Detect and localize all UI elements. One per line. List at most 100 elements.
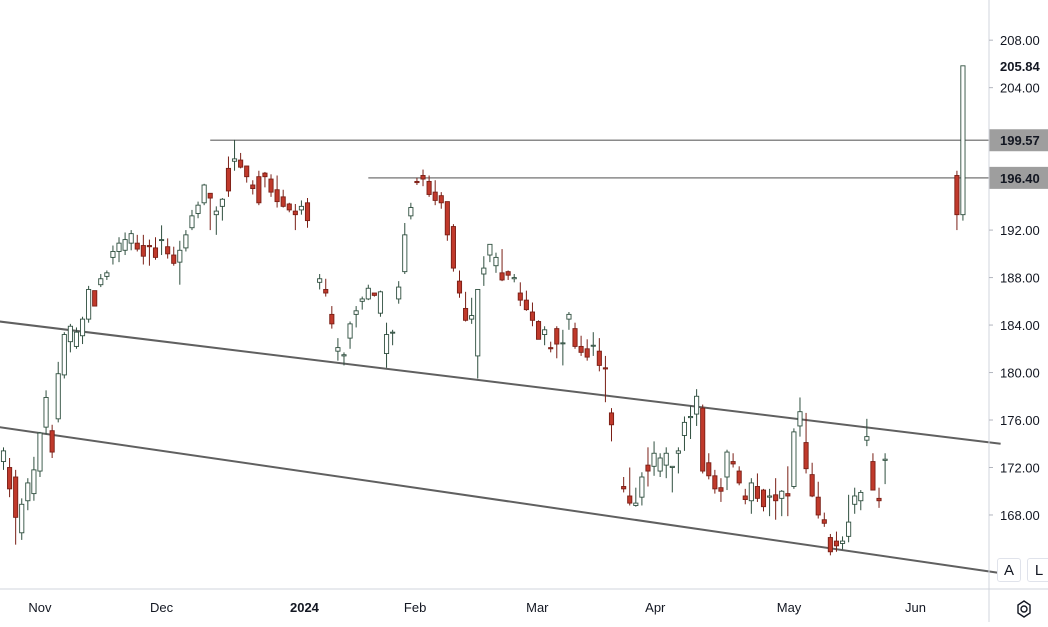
candle: [298, 200, 304, 215]
settings-button[interactable]: [1012, 597, 1036, 621]
candle: [785, 466, 791, 517]
level-price-label: 199.57: [1000, 133, 1040, 148]
candle: [809, 462, 815, 498]
candle: [165, 238, 171, 259]
candle: [262, 171, 268, 188]
candle: [718, 478, 724, 502]
y-tick-label: 168.00: [1000, 508, 1040, 523]
log-scale-button[interactable]: L: [1027, 558, 1048, 582]
gear-icon: [1017, 600, 1031, 618]
auto-scale-button[interactable]: A: [997, 558, 1021, 582]
channel-line: [0, 320, 1001, 445]
candle-body: [152, 247, 159, 258]
candle-body: [317, 278, 323, 283]
candle: [960, 65, 966, 221]
candle-body: [134, 242, 140, 250]
candle-body: [767, 495, 773, 498]
candle: [408, 202, 414, 220]
candle: [523, 290, 529, 311]
candle-body: [341, 354, 347, 357]
candle: [870, 453, 876, 491]
candle: [839, 536, 846, 550]
candle: [183, 230, 189, 252]
candle: [371, 292, 377, 297]
candle: [548, 341, 554, 353]
candle-body: [517, 292, 523, 301]
candle-body: [353, 310, 359, 315]
candle-body: [456, 280, 463, 294]
candle: [487, 243, 493, 263]
candle: [463, 291, 469, 322]
candle-body: [238, 159, 244, 168]
candle: [572, 322, 578, 349]
candle: [730, 453, 736, 468]
candle-body: [414, 180, 420, 184]
candle: [19, 498, 25, 540]
candle: [0, 447, 7, 470]
candle-body: [159, 239, 165, 242]
candle: [414, 177, 420, 185]
candle: [554, 326, 560, 359]
candle: [529, 302, 536, 327]
candle-body: [268, 178, 274, 193]
candle-body: [687, 416, 694, 419]
candle: [760, 488, 767, 512]
candle-body: [779, 490, 785, 499]
candle-body: [590, 344, 596, 347]
candle: [864, 418, 870, 447]
candle-body: [116, 242, 122, 252]
candle: [651, 441, 657, 476]
candle: [748, 478, 754, 514]
candle-body: [195, 204, 201, 214]
candle: [535, 320, 542, 340]
candle: [517, 282, 523, 307]
candle-body: [171, 254, 177, 264]
candle: [821, 512, 827, 527]
candle: [852, 487, 858, 514]
candle-body: [815, 496, 821, 516]
candle: [627, 467, 633, 506]
candle: [140, 234, 146, 265]
candle: [268, 174, 274, 197]
candle-body: [639, 476, 645, 498]
candle: [25, 478, 31, 511]
candle-body: [61, 334, 67, 376]
candle-body: [596, 350, 602, 366]
candle: [292, 203, 298, 231]
candle-body: [146, 245, 152, 248]
candle: [827, 533, 833, 556]
candle-body: [323, 288, 329, 294]
candle: [98, 274, 104, 288]
candle: [542, 326, 548, 346]
candle: [43, 390, 49, 435]
candle-body: [797, 411, 803, 427]
candle: [706, 453, 712, 480]
candle-body: [383, 334, 390, 354]
candle-body: [523, 299, 529, 311]
candle-body: [177, 249, 183, 263]
candle-body: [304, 202, 311, 222]
candle-body: [499, 272, 505, 281]
x-tick-label: Mar: [526, 600, 549, 615]
candle-body: [67, 325, 73, 343]
candle-body: [724, 451, 730, 478]
y-tick-label: 204.00: [1000, 81, 1040, 96]
candle-body: [760, 489, 767, 508]
x-tick-label: May: [777, 600, 802, 615]
candle: [317, 274, 323, 290]
candle-body: [542, 329, 548, 336]
candle-body: [365, 287, 371, 300]
candle: [687, 405, 694, 440]
candle-body: [286, 203, 292, 211]
candle: [815, 481, 821, 519]
candle-body: [43, 397, 49, 428]
candle-body: [773, 494, 779, 502]
candle: [347, 321, 353, 349]
candle-body: [140, 245, 146, 257]
candle-body: [700, 407, 706, 472]
last-price-label: 205.84: [1000, 59, 1041, 74]
candle-body: [183, 234, 189, 249]
candle-body: [92, 290, 98, 307]
